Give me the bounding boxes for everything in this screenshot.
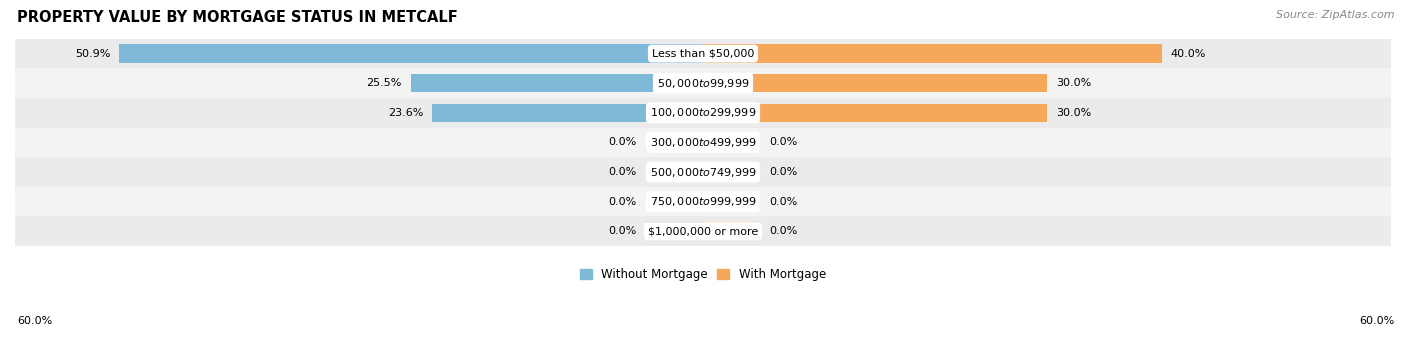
- Text: 0.0%: 0.0%: [769, 197, 797, 207]
- Bar: [15, 128, 1391, 157]
- Bar: [703, 192, 761, 211]
- Text: 0.0%: 0.0%: [769, 226, 797, 236]
- Text: $500,000 to $749,999: $500,000 to $749,999: [650, 166, 756, 178]
- Bar: [433, 104, 703, 122]
- Bar: [15, 68, 1391, 98]
- Text: $1,000,000 or more: $1,000,000 or more: [648, 226, 758, 236]
- Bar: [645, 192, 703, 211]
- Text: Source: ZipAtlas.com: Source: ZipAtlas.com: [1277, 10, 1395, 20]
- Bar: [15, 187, 1391, 217]
- Bar: [15, 217, 1391, 246]
- Text: $100,000 to $299,999: $100,000 to $299,999: [650, 106, 756, 119]
- Legend: Without Mortgage, With Mortgage: Without Mortgage, With Mortgage: [575, 264, 831, 286]
- Text: 30.0%: 30.0%: [1056, 108, 1091, 118]
- Text: Less than $50,000: Less than $50,000: [652, 49, 754, 58]
- Text: 23.6%: 23.6%: [388, 108, 423, 118]
- Bar: [703, 133, 761, 152]
- Bar: [703, 222, 761, 240]
- Text: 60.0%: 60.0%: [1360, 317, 1395, 326]
- Text: 0.0%: 0.0%: [609, 167, 637, 177]
- Text: PROPERTY VALUE BY MORTGAGE STATUS IN METCALF: PROPERTY VALUE BY MORTGAGE STATUS IN MET…: [17, 10, 457, 25]
- Bar: [411, 74, 703, 92]
- Bar: [15, 157, 1391, 187]
- Text: 30.0%: 30.0%: [1056, 78, 1091, 88]
- Bar: [703, 163, 761, 181]
- Text: 0.0%: 0.0%: [609, 137, 637, 148]
- Text: 0.0%: 0.0%: [769, 167, 797, 177]
- Bar: [120, 45, 703, 63]
- Text: $50,000 to $99,999: $50,000 to $99,999: [657, 77, 749, 90]
- Text: 60.0%: 60.0%: [17, 317, 52, 326]
- Bar: [703, 45, 1161, 63]
- Bar: [15, 98, 1391, 128]
- Bar: [645, 163, 703, 181]
- Text: 0.0%: 0.0%: [609, 197, 637, 207]
- Text: 0.0%: 0.0%: [769, 137, 797, 148]
- Text: 0.0%: 0.0%: [609, 226, 637, 236]
- Text: 50.9%: 50.9%: [75, 49, 110, 58]
- Text: 25.5%: 25.5%: [366, 78, 402, 88]
- Bar: [703, 104, 1047, 122]
- Bar: [645, 222, 703, 240]
- Text: $750,000 to $999,999: $750,000 to $999,999: [650, 195, 756, 208]
- Bar: [645, 133, 703, 152]
- Bar: [15, 39, 1391, 68]
- Text: $300,000 to $499,999: $300,000 to $499,999: [650, 136, 756, 149]
- Bar: [703, 74, 1047, 92]
- Text: 40.0%: 40.0%: [1171, 49, 1206, 58]
